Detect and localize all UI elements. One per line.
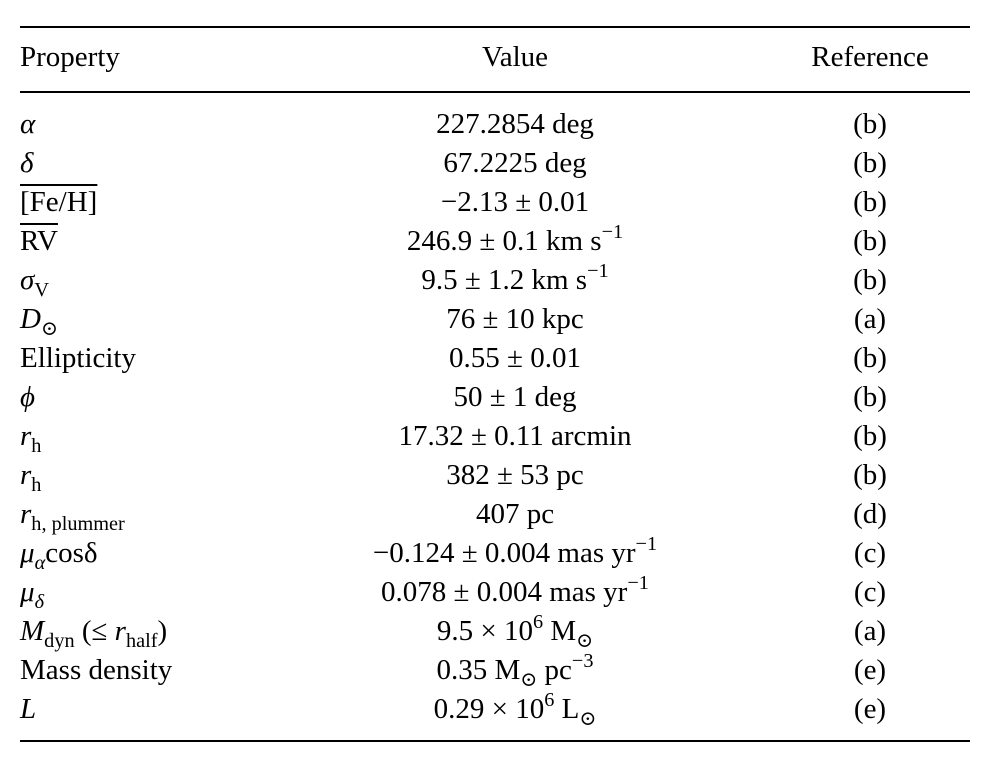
property-cell: rh bbox=[20, 459, 42, 497]
property-cell: α bbox=[20, 108, 36, 140]
reference-cell: (a) bbox=[853, 615, 887, 647]
value-cell: 227.2854 deg bbox=[436, 108, 594, 140]
header-reference: Reference bbox=[811, 41, 929, 73]
value-cell: 67.2225 deg bbox=[443, 147, 587, 179]
table-bottom-rule bbox=[20, 740, 970, 742]
property-cell: μαcosδ bbox=[20, 537, 98, 575]
reference-cell: (b) bbox=[853, 381, 887, 413]
reference-cell: (d) bbox=[853, 498, 887, 530]
reference-cell: (a) bbox=[853, 303, 887, 335]
value-cell: 407 pc bbox=[475, 498, 555, 530]
property-cell: ϕ bbox=[20, 381, 36, 413]
reference-cell: (b) bbox=[853, 108, 887, 140]
value-cell: 9.5 ± 1.2 km s−1 bbox=[421, 259, 609, 296]
value-cell: −2.13 ± 0.01 bbox=[440, 186, 590, 218]
value-cell: 246.9 ± 0.1 km s−1 bbox=[406, 220, 624, 257]
property-cell: μδ bbox=[20, 576, 44, 614]
header-value: Value bbox=[481, 41, 549, 73]
value-cell: −0.124 ± 0.004 mas yr−1 bbox=[372, 532, 658, 569]
value-cell: 9.5 × 106 M⊙ bbox=[436, 610, 594, 653]
value-cell: 0.29 × 106 L⊙ bbox=[433, 688, 597, 731]
property-cell: [Fe/H] bbox=[20, 186, 98, 218]
reference-cell: (e) bbox=[853, 654, 887, 686]
reference-cell: (c) bbox=[853, 576, 887, 608]
header-property: Property bbox=[20, 41, 120, 73]
reference-cell: (b) bbox=[853, 264, 887, 296]
table-top-rule bbox=[20, 26, 970, 28]
value-cell: 76 ± 10 kpc bbox=[446, 303, 584, 335]
value-cell: 0.35 M⊙ pc−3 bbox=[436, 649, 594, 692]
property-cell: σV bbox=[20, 264, 49, 302]
property-cell: L bbox=[20, 693, 37, 725]
reference-cell: (b) bbox=[853, 420, 887, 452]
reference-cell: (b) bbox=[853, 225, 887, 257]
property-cell: rh, plummer bbox=[20, 498, 125, 536]
property-cell: δ bbox=[20, 147, 34, 179]
value-cell: 0.55 ± 0.01 bbox=[449, 342, 581, 374]
value-cell: 50 ± 1 deg bbox=[453, 381, 577, 413]
property-cell: Mdyn (≤ rhalf) bbox=[20, 615, 168, 653]
reference-cell: (e) bbox=[853, 693, 887, 725]
property-cell: D⊙ bbox=[20, 303, 58, 341]
property-cell: RV bbox=[20, 225, 58, 257]
value-cell: 382 ± 53 pc bbox=[446, 459, 584, 491]
property-cell: rh bbox=[20, 420, 42, 458]
value-cell: 17.32 ± 0.11 arcmin bbox=[398, 420, 632, 452]
reference-cell: (b) bbox=[853, 147, 887, 179]
table-header-rule bbox=[20, 91, 970, 93]
property-cell: Mass density bbox=[20, 654, 173, 686]
reference-cell: (b) bbox=[853, 459, 887, 491]
reference-cell: (b) bbox=[853, 186, 887, 218]
value-cell: 0.078 ± 0.004 mas yr−1 bbox=[381, 571, 649, 608]
property-cell: Ellipticity bbox=[20, 342, 136, 374]
reference-cell: (b) bbox=[853, 342, 887, 374]
reference-cell: (c) bbox=[853, 537, 887, 569]
